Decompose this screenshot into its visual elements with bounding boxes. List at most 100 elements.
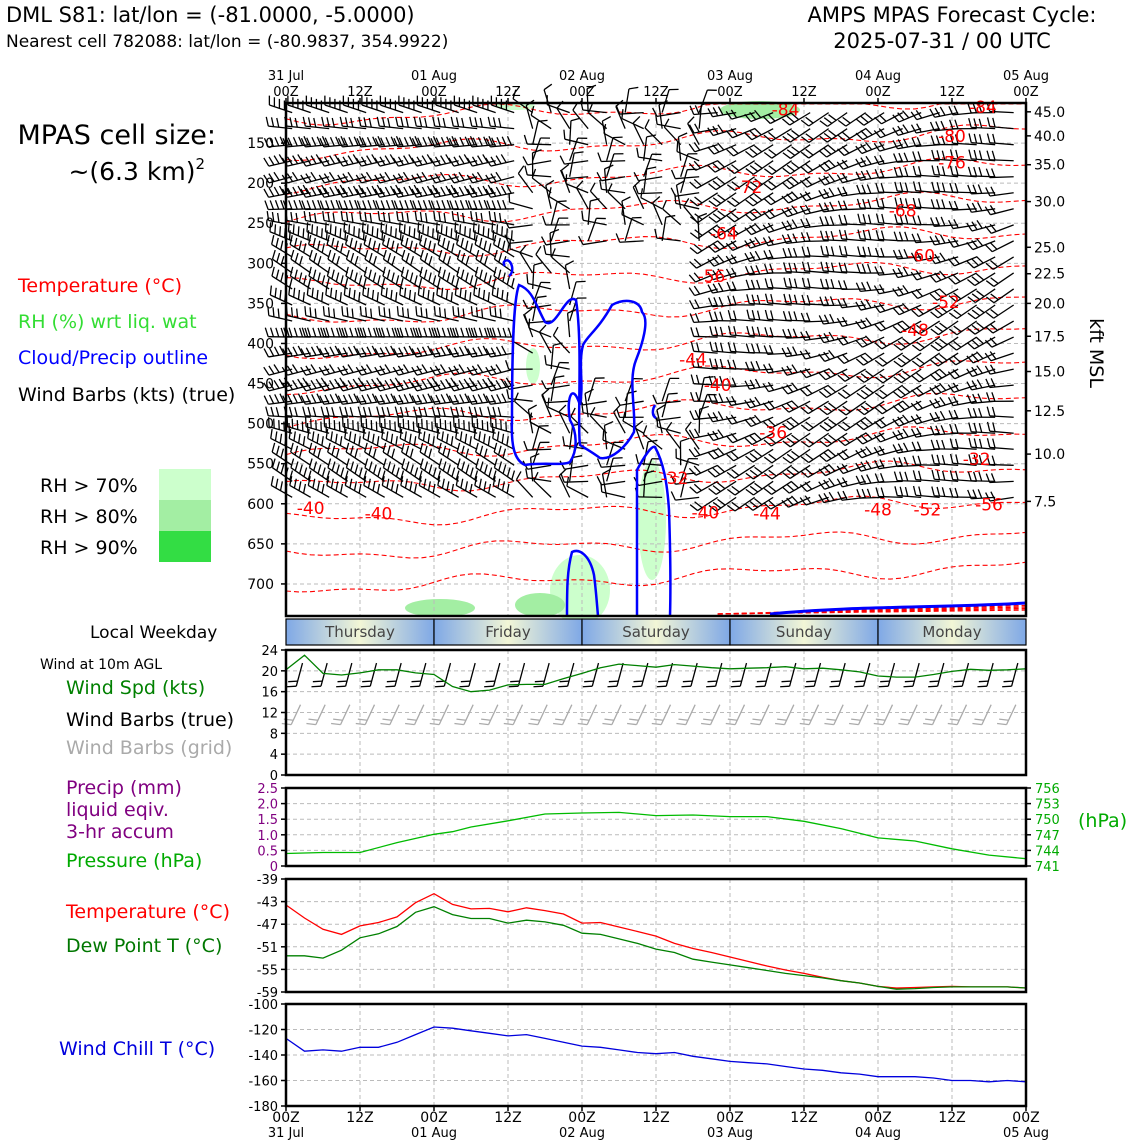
wind-barb-flag	[306, 137, 312, 147]
wind-barb-staff	[343, 231, 367, 242]
wind-barb	[382, 442, 404, 466]
wind-barb-flag	[321, 483, 325, 494]
wind-barb-flag	[305, 365, 312, 375]
wind-barb-flag	[396, 327, 401, 338]
wind-barb-flag	[374, 188, 381, 198]
wind-barb-flag	[263, 348, 270, 358]
wind-barb-flag	[298, 433, 301, 444]
y-tick-label: 0.5	[257, 844, 278, 859]
wind-barb-flag	[300, 366, 307, 376]
wind-barb-flag	[354, 240, 358, 251]
wind-barb-flag	[363, 476, 367, 486]
wind-barb-flag	[361, 137, 367, 147]
wind-barb-flag	[313, 117, 317, 128]
wind-barb-flag	[298, 272, 303, 282]
wind-barb-flag	[321, 184, 327, 194]
date-tick-label: 04 Aug	[855, 69, 901, 84]
wind-barb-staff	[344, 484, 367, 498]
wind-barb-flag	[369, 212, 373, 223]
wind-barb-flag	[266, 211, 270, 221]
wind-barb-flag	[305, 347, 312, 357]
wind-barb	[337, 364, 367, 376]
wind-barb	[302, 116, 330, 130]
wind-speed-label: Wind Spd (kts)	[66, 677, 205, 699]
isotherm	[285, 157, 1027, 195]
wind-barb-flag	[362, 327, 367, 337]
isotherm	[285, 261, 1027, 290]
barb-grid-label: Wind Barbs (grid)	[66, 737, 232, 759]
wind-barb-staff	[361, 176, 385, 184]
wind-barb-flag	[368, 407, 372, 417]
wind-barb-staff	[823, 224, 848, 227]
wind-barb-flag	[291, 364, 299, 373]
wind-barb-flag	[336, 255, 340, 266]
wind-barb-flag	[347, 155, 354, 165]
wind-barb-flag	[310, 155, 317, 165]
date-tick-label: 05 Aug	[1003, 69, 1049, 84]
wind-barb-flag	[274, 136, 280, 147]
wind-barb-flag	[328, 171, 336, 181]
wind-barb-flag	[340, 136, 346, 146]
wind-barb-flag	[355, 348, 362, 358]
wind-barb-flag	[345, 266, 349, 277]
wind-barb-flag	[293, 287, 296, 298]
wind-barb-flag	[355, 157, 362, 167]
wind-barb-staff	[287, 160, 311, 167]
wind-barb-flag	[279, 345, 285, 355]
true-wind-barb-flag	[806, 680, 816, 683]
wind-barb	[344, 476, 367, 498]
isotherm	[717, 604, 1027, 615]
wind-barb-flag	[371, 154, 378, 163]
rh-legend: RH > 70% RH > 80% RH > 90%	[40, 469, 211, 562]
wind-barb-flag	[403, 224, 406, 234]
wind-barb-flag	[305, 381, 312, 390]
wind-barb-staff	[841, 208, 866, 211]
isotherm-label: -72	[735, 178, 763, 198]
weekday-name: Thursday	[324, 623, 395, 641]
wind-barb-flag	[273, 364, 280, 373]
wind-barb-staff	[286, 144, 311, 148]
wind-barb-flag	[482, 226, 485, 236]
wind-barb-staff	[841, 223, 866, 226]
pressure-label: Pressure (hPa)	[66, 850, 202, 872]
wind-barb	[374, 136, 404, 148]
wind-barb-staff	[324, 176, 348, 184]
time-tick-label: 12Z	[347, 85, 373, 100]
wind-barb-flag	[324, 187, 330, 197]
wind-barb-flag	[394, 228, 397, 238]
wind-barb-flag	[344, 470, 349, 480]
wind-barb-flag	[297, 289, 301, 300]
wind-barb-flag	[331, 269, 335, 280]
true-wind-barb-flag	[1002, 685, 1012, 688]
wind-barb-flag	[345, 235, 349, 245]
wind-barb-flag	[335, 272, 340, 282]
y-tick-label: 24	[261, 644, 278, 659]
wind-barb-flag	[360, 381, 368, 390]
kft-tick-label: 10.0	[1034, 447, 1065, 463]
wind-barb-flag	[271, 249, 276, 260]
wind-barb	[265, 406, 293, 418]
wind-barb	[318, 345, 348, 358]
y-tick-label: -160	[248, 1075, 278, 1090]
wind-barb-staff	[989, 176, 1014, 179]
wind-barb	[319, 393, 348, 405]
wind-barb-staff	[342, 384, 367, 392]
wind-barb-staff	[308, 451, 330, 466]
isotherm	[285, 426, 1027, 457]
wind-barb-staff	[364, 467, 386, 482]
true-wind-barb-flag	[311, 685, 321, 688]
wind-barb-flag	[374, 174, 381, 184]
wind-barb-flag	[354, 327, 359, 338]
wind-barb-flag	[335, 433, 338, 444]
wind-barb-flag	[292, 136, 298, 147]
wind-barb	[374, 154, 404, 167]
wind-barb-flag	[358, 116, 362, 127]
wind-barb-staff	[379, 144, 404, 148]
wind-barb-staff	[305, 400, 330, 405]
wind-barb-staff	[360, 352, 385, 358]
wind-barb-staff	[327, 258, 349, 274]
wind-barb-flag	[452, 306, 455, 316]
wind-barb-flag	[366, 394, 372, 404]
wind-barb-flag	[300, 188, 307, 198]
wind-barb-flag	[348, 200, 354, 210]
